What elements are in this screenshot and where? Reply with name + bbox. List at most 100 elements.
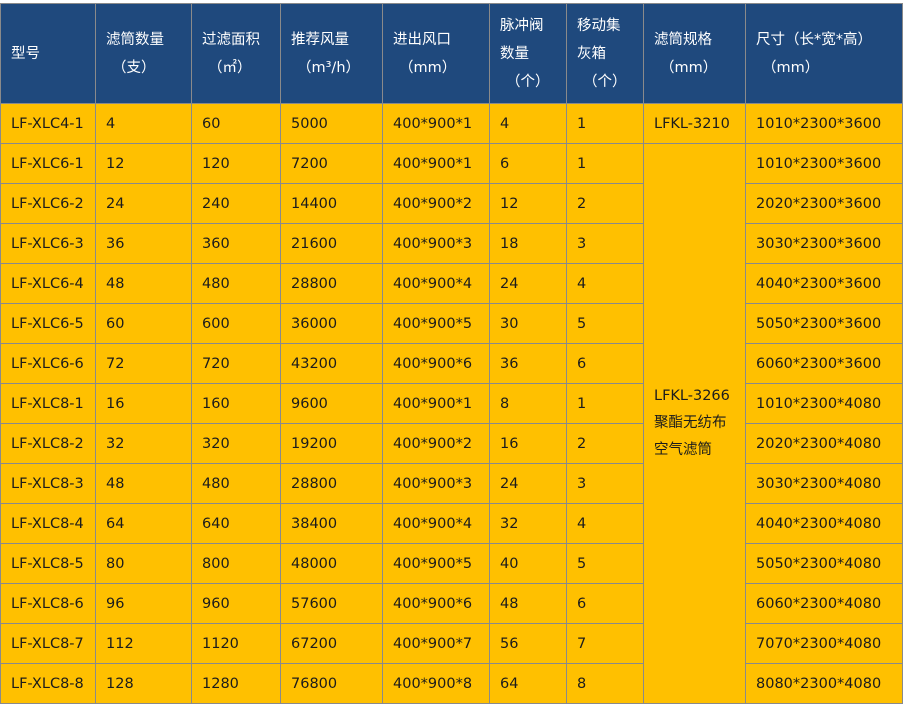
cell-dust-box-count: 3 xyxy=(566,463,644,504)
cell-pulse-valve-count: 24 xyxy=(489,463,567,504)
header-text: 脉冲阀 xyxy=(500,17,544,34)
cell-air-port: 400*900*5 xyxy=(382,543,490,584)
cell-filter-area: 60 xyxy=(191,103,281,144)
cell-filter-count: 24 xyxy=(95,183,192,224)
cell-airflow: 28800 xyxy=(280,263,383,304)
cell-model: LF-XLC8-3 xyxy=(0,463,96,504)
table-row: LF-XLC8-4 64 640 38400 400*900*4 32 4 4040*2300… xyxy=(0,503,903,544)
header-text: 灰箱 xyxy=(577,45,606,62)
cell-pulse-valve-count: 48 xyxy=(489,583,567,624)
cell-dimensions: 6060*2300*4080 xyxy=(745,583,903,624)
header-text: （mm） xyxy=(660,59,718,76)
header-text: （m³/h） xyxy=(297,59,361,76)
cell-pulse-valve-count: 30 xyxy=(489,303,567,344)
table-row: LF-XLC8-3 48 480 28800 400*900*3 24 3 3030*2300… xyxy=(0,463,903,504)
cell-airflow: 76800 xyxy=(280,663,383,704)
cell-air-port: 400*900*8 xyxy=(382,663,490,704)
cell-airflow: 43200 xyxy=(280,343,383,384)
cell-pulse-valve-count: 8 xyxy=(489,383,567,424)
cell-filter-area: 600 xyxy=(191,303,281,344)
cell-airflow: 36000 xyxy=(280,303,383,344)
cell-filter-area: 480 xyxy=(191,463,281,504)
cell-air-port: 400*900*4 xyxy=(382,263,490,304)
cell-air-port: 400*900*2 xyxy=(382,183,490,224)
cell-dust-box-count: 1 xyxy=(566,143,644,184)
cell-filter-spec: LFKL-3210 xyxy=(643,103,746,144)
cell-airflow: 5000 xyxy=(280,103,383,144)
cell-pulse-valve-count: 36 xyxy=(489,343,567,384)
filter-spec-line: 空气滤筒 xyxy=(654,442,712,458)
cell-filter-count: 32 xyxy=(95,423,192,464)
header-model: 型号 xyxy=(0,3,96,104)
cell-filter-area: 1120 xyxy=(191,623,281,664)
cell-air-port: 400*900*2 xyxy=(382,423,490,464)
cell-air-port: 400*900*1 xyxy=(382,103,490,144)
header-text: 推荐风量 xyxy=(291,31,349,48)
cell-dimensions: 5050*2300*4080 xyxy=(745,543,903,584)
table-row: LF-XLC4-1 4 60 5000 400*900*1 4 1 LFKL-3210 1010… xyxy=(0,103,903,144)
cell-dust-box-count: 2 xyxy=(566,183,644,224)
cell-air-port: 400*900*5 xyxy=(382,303,490,344)
header-filter-area: 过滤面积 （㎡） xyxy=(191,3,281,104)
header-text: （mm） xyxy=(399,59,457,76)
header-text: 尺寸（长*宽*高） xyxy=(756,31,872,48)
cell-pulse-valve-count: 64 xyxy=(489,663,567,704)
cell-air-port: 400*900*3 xyxy=(382,463,490,504)
cell-dimensions: 6060*2300*3600 xyxy=(745,343,903,384)
header-text: （个） xyxy=(506,73,550,90)
cell-airflow: 7200 xyxy=(280,143,383,184)
cell-filter-area: 1280 xyxy=(191,663,281,704)
cell-model: LF-XLC8-2 xyxy=(0,423,96,464)
cell-dust-box-count: 6 xyxy=(566,583,644,624)
cell-filter-area: 120 xyxy=(191,143,281,184)
cell-filter-count: 48 xyxy=(95,463,192,504)
cell-dimensions: 5050*2300*3600 xyxy=(745,303,903,344)
cell-pulse-valve-count: 16 xyxy=(489,423,567,464)
cell-filter-area: 640 xyxy=(191,503,281,544)
cell-airflow: 19200 xyxy=(280,423,383,464)
cell-air-port: 400*900*6 xyxy=(382,343,490,384)
header-filter-spec: 滤筒规格 （mm） xyxy=(643,3,746,104)
table-row: LF-XLC8-2 32 320 19200 400*900*2 16 2 2020*2300… xyxy=(0,423,903,464)
cell-airflow: 48000 xyxy=(280,543,383,584)
cell-filter-count: 96 xyxy=(95,583,192,624)
cell-dust-box-count: 1 xyxy=(566,383,644,424)
cell-dimensions: 3030*2300*4080 xyxy=(745,463,903,504)
cell-dust-box-count: 8 xyxy=(566,663,644,704)
cell-filter-count: 80 xyxy=(95,543,192,584)
cell-dust-box-count: 5 xyxy=(566,543,644,584)
cell-dimensions: 2020*2300*3600 xyxy=(745,183,903,224)
cell-air-port: 400*900*1 xyxy=(382,143,490,184)
cell-pulse-valve-count: 18 xyxy=(489,223,567,264)
cell-airflow: 67200 xyxy=(280,623,383,664)
table-row: LF-XLC8-7 112 1120 67200 400*900*7 56 7 7070*23… xyxy=(0,623,903,664)
cell-model: LF-XLC8-5 xyxy=(0,543,96,584)
cell-air-port: 400*900*7 xyxy=(382,623,490,664)
cell-air-port: 400*900*6 xyxy=(382,583,490,624)
cell-model: LF-XLC6-2 xyxy=(0,183,96,224)
table-row: LF-XLC6-2 24 240 14400 400*900*2 12 2 2020*2300… xyxy=(0,183,903,224)
cell-dimensions: 2020*2300*4080 xyxy=(745,423,903,464)
table-row: LF-XLC8-1 16 160 9600 400*900*1 8 1 1010*2300*4… xyxy=(0,383,903,424)
header-dust-box-count: 移动集 灰箱 （个） xyxy=(566,3,644,104)
cell-dust-box-count: 3 xyxy=(566,223,644,264)
table-row: LF-XLC6-4 48 480 28800 400*900*4 24 4 4040*2300… xyxy=(0,263,903,304)
cell-filter-count: 12 xyxy=(95,143,192,184)
cell-filter-area: 480 xyxy=(191,263,281,304)
cell-filter-count: 48 xyxy=(95,263,192,304)
filter-spec-line: LFKL-3266 xyxy=(654,388,730,404)
cell-dimensions: 7070*2300*4080 xyxy=(745,623,903,664)
cell-filter-area: 320 xyxy=(191,423,281,464)
cell-dust-box-count: 4 xyxy=(566,503,644,544)
filter-spec-line: 聚酯无纺布 xyxy=(654,415,727,431)
cell-dust-box-count: 5 xyxy=(566,303,644,344)
header-text: 进出风口 xyxy=(393,31,451,48)
cell-filter-count: 72 xyxy=(95,343,192,384)
cell-model: LF-XLC6-4 xyxy=(0,263,96,304)
cell-pulse-valve-count: 12 xyxy=(489,183,567,224)
table-row: LF-XLC6-5 60 600 36000 400*900*5 30 5 5050*2300… xyxy=(0,303,903,344)
cell-pulse-valve-count: 32 xyxy=(489,503,567,544)
table-row: LF-XLC8-6 96 960 57600 400*900*6 48 6 6060*2300… xyxy=(0,583,903,624)
table-row: LF-XLC6-3 36 360 21600 400*900*3 18 3 3030*2300… xyxy=(0,223,903,264)
cell-filter-count: 16 xyxy=(95,383,192,424)
